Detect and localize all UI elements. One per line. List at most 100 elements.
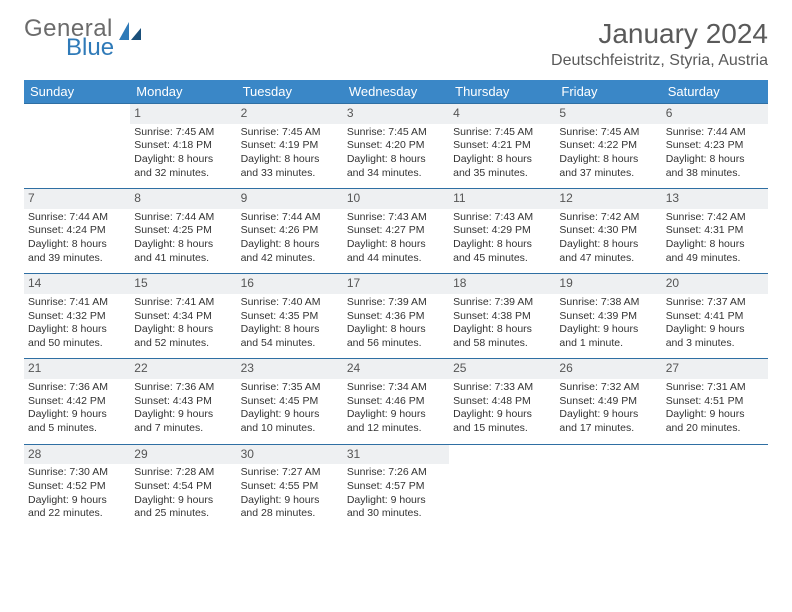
sunset-text: Sunset: 4:42 PM: [28, 395, 126, 409]
daylight-text: Daylight: 8 hours: [453, 323, 551, 337]
sunset-text: Sunset: 4:21 PM: [453, 139, 551, 153]
daylight-text: Daylight: 8 hours: [28, 238, 126, 252]
sunrise-text: Sunrise: 7:39 AM: [347, 296, 445, 310]
sunrise-text: Sunrise: 7:43 AM: [347, 211, 445, 225]
sunset-text: Sunset: 4:36 PM: [347, 310, 445, 324]
day-number: 6: [662, 104, 768, 124]
daylight-text: and 5 minutes.: [28, 422, 126, 436]
daylight-text: Daylight: 9 hours: [559, 323, 657, 337]
daylight-text: Daylight: 9 hours: [347, 494, 445, 508]
calendar-cell: [449, 444, 555, 529]
sunset-text: Sunset: 4:22 PM: [559, 139, 657, 153]
calendar-cell: 9Sunrise: 7:44 AMSunset: 4:26 PMDaylight…: [237, 189, 343, 274]
sunset-text: Sunset: 4:43 PM: [134, 395, 232, 409]
day-number: 31: [343, 445, 449, 465]
daylight-text: and 35 minutes.: [453, 167, 551, 181]
header: General Blue January 2024 Deutschfeistri…: [24, 18, 768, 70]
daylight-text: and 56 minutes.: [347, 337, 445, 351]
sunset-text: Sunset: 4:51 PM: [666, 395, 764, 409]
sunset-text: Sunset: 4:41 PM: [666, 310, 764, 324]
calendar-cell: [662, 444, 768, 529]
location-label: Deutschfeistritz, Styria, Austria: [551, 52, 768, 70]
daylight-text: and 58 minutes.: [453, 337, 551, 351]
daylight-text: Daylight: 9 hours: [559, 408, 657, 422]
daylight-text: Daylight: 8 hours: [241, 323, 339, 337]
calendar-cell: [24, 104, 130, 189]
daylight-text: and 20 minutes.: [666, 422, 764, 436]
sunset-text: Sunset: 4:49 PM: [559, 395, 657, 409]
daylight-text: Daylight: 8 hours: [347, 238, 445, 252]
daylight-text: Daylight: 8 hours: [347, 153, 445, 167]
calendar-table: Sunday Monday Tuesday Wednesday Thursday…: [24, 80, 768, 529]
daylight-text: and 38 minutes.: [666, 167, 764, 181]
day-number: 17: [343, 274, 449, 294]
daylight-text: Daylight: 8 hours: [241, 238, 339, 252]
daylight-text: Daylight: 9 hours: [28, 408, 126, 422]
sunset-text: Sunset: 4:45 PM: [241, 395, 339, 409]
sunrise-text: Sunrise: 7:31 AM: [666, 381, 764, 395]
daylight-text: and 39 minutes.: [28, 252, 126, 266]
day-number: 13: [662, 189, 768, 209]
sunrise-text: Sunrise: 7:45 AM: [453, 126, 551, 140]
sunset-text: Sunset: 4:31 PM: [666, 224, 764, 238]
calendar-cell: 8Sunrise: 7:44 AMSunset: 4:25 PMDaylight…: [130, 189, 236, 274]
sunrise-text: Sunrise: 7:41 AM: [28, 296, 126, 310]
day-number: 3: [343, 104, 449, 124]
sunset-text: Sunset: 4:19 PM: [241, 139, 339, 153]
sunrise-text: Sunrise: 7:40 AM: [241, 296, 339, 310]
sunrise-text: Sunrise: 7:32 AM: [559, 381, 657, 395]
daylight-text: Daylight: 9 hours: [241, 494, 339, 508]
calendar-cell: 28Sunrise: 7:30 AMSunset: 4:52 PMDayligh…: [24, 444, 130, 529]
sunrise-text: Sunrise: 7:44 AM: [28, 211, 126, 225]
calendar-week-row: 7Sunrise: 7:44 AMSunset: 4:24 PMDaylight…: [24, 189, 768, 274]
calendar-cell: 22Sunrise: 7:36 AMSunset: 4:43 PMDayligh…: [130, 359, 236, 444]
calendar-cell: 6Sunrise: 7:44 AMSunset: 4:23 PMDaylight…: [662, 104, 768, 189]
day-header: Friday: [555, 80, 661, 104]
daylight-text: and 42 minutes.: [241, 252, 339, 266]
calendar-week-row: 28Sunrise: 7:30 AMSunset: 4:52 PMDayligh…: [24, 444, 768, 529]
daylight-text: Daylight: 9 hours: [241, 408, 339, 422]
daylight-text: and 25 minutes.: [134, 507, 232, 521]
daylight-text: and 30 minutes.: [347, 507, 445, 521]
sunset-text: Sunset: 4:35 PM: [241, 310, 339, 324]
calendar-cell: 29Sunrise: 7:28 AMSunset: 4:54 PMDayligh…: [130, 444, 236, 529]
calendar-cell: 13Sunrise: 7:42 AMSunset: 4:31 PMDayligh…: [662, 189, 768, 274]
calendar-week-row: 14Sunrise: 7:41 AMSunset: 4:32 PMDayligh…: [24, 274, 768, 359]
daylight-text: Daylight: 8 hours: [134, 238, 232, 252]
daylight-text: Daylight: 9 hours: [347, 408, 445, 422]
sunrise-text: Sunrise: 7:34 AM: [347, 381, 445, 395]
day-header: Saturday: [662, 80, 768, 104]
calendar-cell: 12Sunrise: 7:42 AMSunset: 4:30 PMDayligh…: [555, 189, 661, 274]
sunset-text: Sunset: 4:48 PM: [453, 395, 551, 409]
sunrise-text: Sunrise: 7:35 AM: [241, 381, 339, 395]
sunset-text: Sunset: 4:39 PM: [559, 310, 657, 324]
daylight-text: Daylight: 8 hours: [666, 153, 764, 167]
sunset-text: Sunset: 4:38 PM: [453, 310, 551, 324]
sunset-text: Sunset: 4:34 PM: [134, 310, 232, 324]
calendar-cell: 3Sunrise: 7:45 AMSunset: 4:20 PMDaylight…: [343, 104, 449, 189]
sunrise-text: Sunrise: 7:44 AM: [666, 126, 764, 140]
calendar-cell: 2Sunrise: 7:45 AMSunset: 4:19 PMDaylight…: [237, 104, 343, 189]
day-number: 18: [449, 274, 555, 294]
daylight-text: Daylight: 9 hours: [134, 494, 232, 508]
daylight-text: Daylight: 8 hours: [347, 323, 445, 337]
daylight-text: and 45 minutes.: [453, 252, 551, 266]
calendar-cell: 23Sunrise: 7:35 AMSunset: 4:45 PMDayligh…: [237, 359, 343, 444]
sunrise-text: Sunrise: 7:45 AM: [241, 126, 339, 140]
daylight-text: Daylight: 9 hours: [28, 494, 126, 508]
day-number: 24: [343, 359, 449, 379]
sunrise-text: Sunrise: 7:36 AM: [134, 381, 232, 395]
calendar-cell: 7Sunrise: 7:44 AMSunset: 4:24 PMDaylight…: [24, 189, 130, 274]
calendar-week-row: 1Sunrise: 7:45 AMSunset: 4:18 PMDaylight…: [24, 104, 768, 189]
sunset-text: Sunset: 4:27 PM: [347, 224, 445, 238]
day-number: 11: [449, 189, 555, 209]
calendar-cell: [555, 444, 661, 529]
sunset-text: Sunset: 4:24 PM: [28, 224, 126, 238]
calendar-cell: 10Sunrise: 7:43 AMSunset: 4:27 PMDayligh…: [343, 189, 449, 274]
daylight-text: and 41 minutes.: [134, 252, 232, 266]
daylight-text: and 49 minutes.: [666, 252, 764, 266]
sunrise-text: Sunrise: 7:41 AM: [134, 296, 232, 310]
sunrise-text: Sunrise: 7:44 AM: [134, 211, 232, 225]
day-number: 2: [237, 104, 343, 124]
sunrise-text: Sunrise: 7:42 AM: [666, 211, 764, 225]
